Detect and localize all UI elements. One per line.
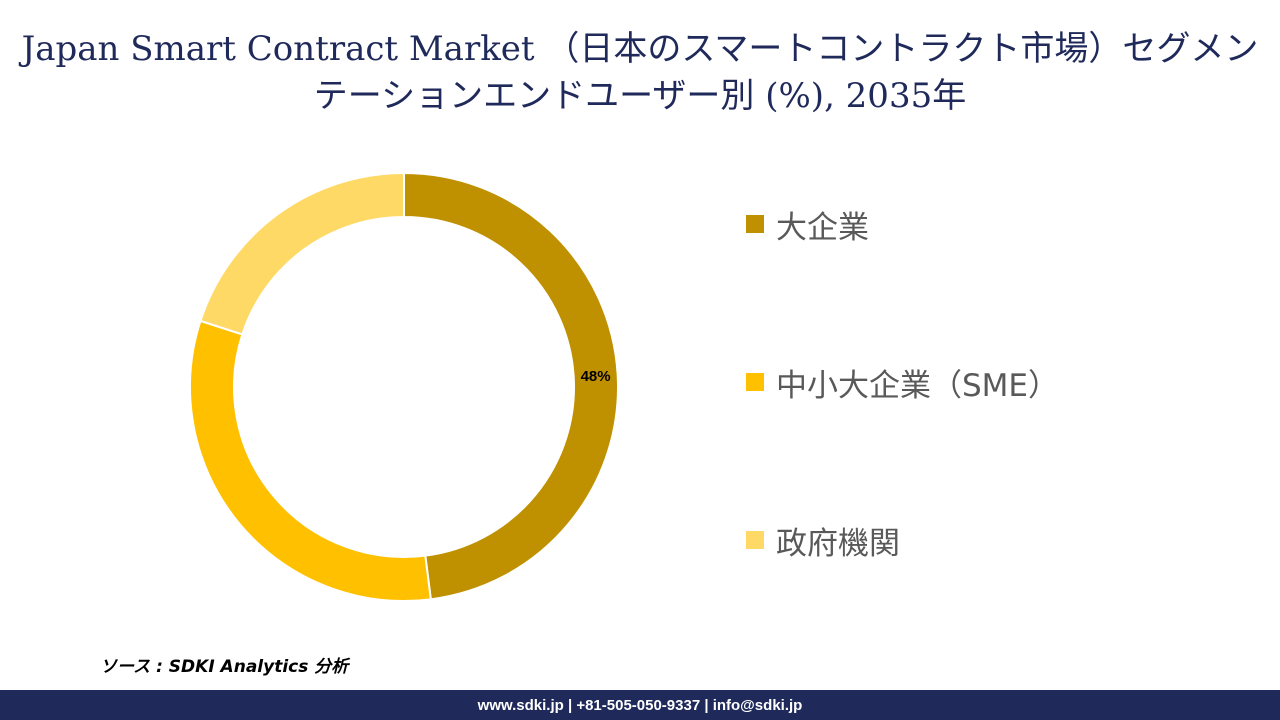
legend-swatch [746,373,764,391]
chart-title: Japan Smart Contract Market （日本のスマートコントラ… [21,29,1259,116]
legend-label: 中小大企業（SME） [776,367,1060,404]
donut-slice-2 [189,319,432,602]
legend-item-2: 中小大企業（SME） [746,358,1059,406]
legend-swatch [746,531,764,549]
footer-contact: www.sdki.jp | +81-505-050-9337 | info@sd… [477,696,803,714]
legend-item-3: 政府機関 [746,516,900,564]
donut-slice-3 [199,171,405,336]
legend-item-1: 大企業 [746,200,869,248]
footer-bar: www.sdki.jp | +81-505-050-9337 | info@sd… [0,690,1280,720]
data-label-1: 48% [581,368,611,385]
legend-label: 大企業 [776,209,869,246]
legend-label: 政府機関 [776,525,900,562]
donut-slice-1 [403,171,619,601]
legend-swatch [746,215,764,233]
source-note: ソース : SDKI Analytics 分析 [100,657,349,677]
